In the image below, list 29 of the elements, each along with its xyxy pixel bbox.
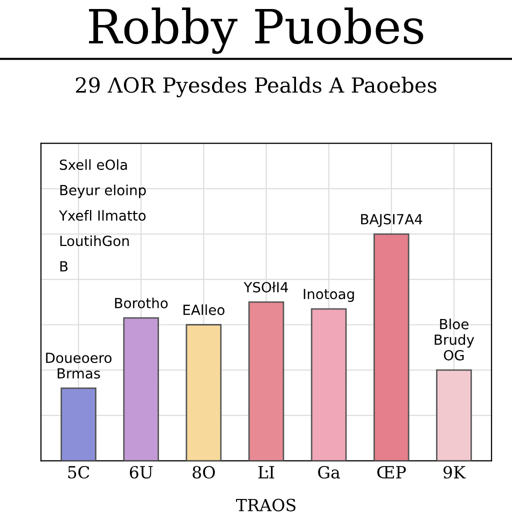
text: Sxell eOla [60, 159, 127, 170]
x-tick-label: ŒP [377, 466, 406, 478]
annotation: Borotho [115, 298, 168, 308]
bar [373, 233, 410, 461]
x-tick-label: ĿI [258, 466, 274, 478]
annotation: YSOłI4 [244, 282, 288, 292]
annotation: Bloe Brudy OG [434, 318, 474, 360]
annotation: B [60, 261, 68, 272]
annotation: LoutihGon [60, 235, 129, 246]
x-axis-title: TRAOS [236, 498, 296, 512]
chart-subtitle: 29 ΛOR Pyesdes Pealds A Paoebes [76, 76, 436, 98]
bar [186, 324, 222, 461]
x-tick-label: 9K [443, 466, 466, 479]
x-tick-label: 5C [68, 466, 90, 479]
annotation: BAJSI7A4 [361, 214, 422, 228]
bar [248, 301, 284, 461]
annotation: EAlleo [184, 304, 224, 316]
text: Beyur eloinp [60, 184, 146, 198]
x-tick-label: 8O [192, 466, 215, 479]
bar [60, 388, 96, 461]
annotation: Doueoero Brmas [46, 352, 112, 379]
bar [310, 308, 347, 461]
x-tick-label: Ga [318, 466, 340, 479]
bar [436, 369, 472, 461]
text: Yxefl Ilmatto [58, 210, 146, 221]
x-tick-label: 6U [130, 466, 153, 479]
bar [123, 317, 159, 461]
chart-title: Robby Puobes [89, 8, 424, 54]
annotation: Inotoag [304, 288, 354, 302]
